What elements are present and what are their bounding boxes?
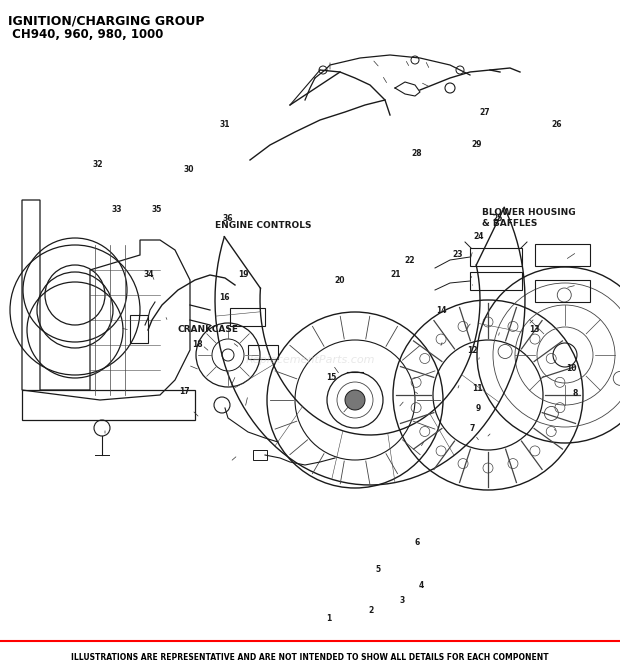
Bar [535, 244, 590, 266]
Circle shape [345, 390, 365, 410]
Text: 11: 11 [472, 384, 482, 393]
Bar [470, 248, 522, 266]
Text: 12: 12 [467, 346, 477, 355]
Text: IGNITION/CHARGING GROUP: IGNITION/CHARGING GROUP [8, 14, 205, 27]
Text: 32: 32 [93, 160, 103, 169]
Text: 16: 16 [219, 292, 229, 302]
Text: 17: 17 [179, 386, 190, 396]
Text: 10: 10 [567, 364, 577, 373]
Bar [470, 272, 522, 290]
Text: 21: 21 [391, 269, 401, 279]
Text: ReplacementParts.com: ReplacementParts.com [246, 355, 374, 365]
Text: 18: 18 [192, 339, 203, 349]
Text: 31: 31 [219, 120, 229, 129]
Text: 33: 33 [112, 205, 122, 214]
Text: 23: 23 [453, 249, 463, 259]
Text: 27: 27 [479, 108, 490, 118]
Text: 28: 28 [411, 149, 422, 158]
Text: 13: 13 [529, 325, 539, 334]
Bar [130, 315, 148, 343]
Text: ENGINE CONTROLS: ENGINE CONTROLS [215, 220, 311, 230]
Bar [248, 345, 278, 359]
Text: 36: 36 [223, 214, 233, 223]
Bar [253, 450, 267, 460]
Text: 3: 3 [399, 596, 404, 605]
Text: 2: 2 [368, 605, 373, 615]
Text: 9: 9 [476, 404, 481, 413]
Text: 29: 29 [471, 140, 481, 149]
Text: 19: 19 [238, 269, 248, 279]
Text: 15: 15 [327, 373, 337, 382]
Text: 22: 22 [404, 256, 414, 265]
Bar [230, 308, 265, 326]
Text: 20: 20 [335, 276, 345, 286]
Text: ILLUSTRATIONS ARE REPRESENTATIVE AND ARE NOT INTENDED TO SHOW ALL DETAILS FOR EA: ILLUSTRATIONS ARE REPRESENTATIVE AND ARE… [71, 653, 549, 663]
Text: CRANKCASE: CRANKCASE [178, 325, 239, 335]
Text: 14: 14 [436, 306, 446, 315]
Text: 4: 4 [419, 581, 424, 591]
Bar [535, 280, 590, 302]
Text: 35: 35 [151, 205, 161, 214]
Text: 24: 24 [474, 232, 484, 241]
Text: 34: 34 [144, 269, 154, 279]
Text: 26: 26 [552, 120, 562, 129]
Text: 5: 5 [376, 565, 381, 575]
Text: 25: 25 [492, 214, 502, 223]
Text: 30: 30 [184, 165, 194, 174]
Text: 7: 7 [470, 424, 475, 433]
Text: 1: 1 [326, 614, 331, 623]
Text: 6: 6 [414, 538, 419, 548]
Text: CH940, 960, 980, 1000: CH940, 960, 980, 1000 [8, 28, 164, 41]
Text: 8: 8 [573, 388, 578, 398]
Text: BLOWER HOUSING
& BAFFLES: BLOWER HOUSING & BAFFLES [482, 208, 575, 228]
